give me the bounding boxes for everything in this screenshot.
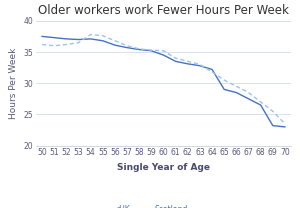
rUK [101,40,105,42]
rUK [40,35,44,38]
rUK [271,124,275,127]
Line: rUK: rUK [42,36,285,127]
Y-axis label: Hours Per Week: Hours Per Week [9,47,18,119]
rUK [52,36,56,39]
Scotland [198,63,202,66]
Title: Older workers work Fewer Hours Per Week: Older workers work Fewer Hours Per Week [38,4,289,17]
rUK [235,91,238,94]
Line: Scotland: Scotland [42,35,285,124]
Scotland [162,50,165,52]
Scotland [52,45,56,47]
rUK [210,68,214,71]
Scotland [40,43,44,46]
Scotland [210,71,214,73]
rUK [174,60,177,63]
rUK [113,44,117,46]
Scotland [89,33,92,36]
Legend: rUK, Scotland: rUK, Scotland [95,202,191,208]
Scotland [113,40,117,42]
Scotland [283,123,287,125]
rUK [198,64,202,67]
rUK [162,54,165,56]
Scotland [271,110,275,113]
Scotland [77,41,80,44]
rUK [150,50,153,52]
rUK [64,38,68,40]
rUK [125,46,129,49]
X-axis label: Single Year of Age: Single Year of Age [117,163,210,172]
rUK [247,98,250,100]
Scotland [235,85,238,88]
Scotland [259,101,262,103]
rUK [77,38,80,41]
rUK [186,63,190,65]
Scotland [64,43,68,46]
Scotland [222,79,226,81]
rUK [137,48,141,51]
Scotland [247,91,250,94]
rUK [89,38,92,40]
rUK [283,126,287,128]
Scotland [101,35,105,37]
Scotland [125,45,129,47]
Scotland [186,60,190,63]
Scotland [174,57,177,59]
Scotland [137,48,141,50]
rUK [222,88,226,91]
Scotland [150,49,153,51]
rUK [259,104,262,106]
